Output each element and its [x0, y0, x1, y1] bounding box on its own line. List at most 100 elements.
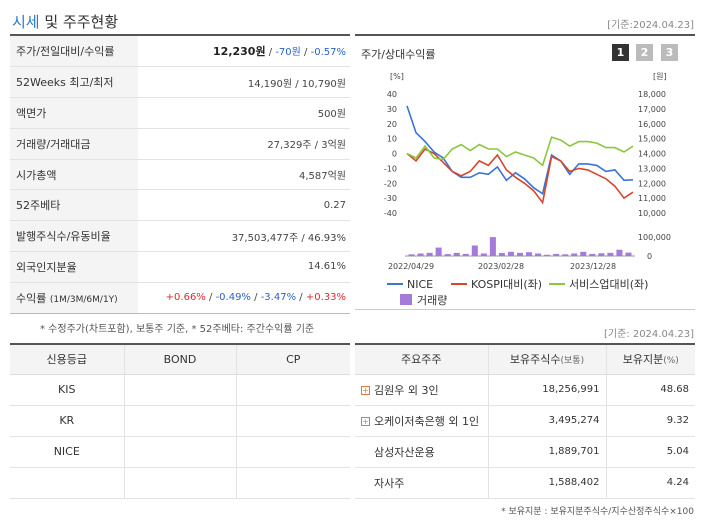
holder-pct: 9.32 — [605, 405, 695, 437]
quote-label: 52주베타 — [10, 189, 138, 222]
credit-header-rating: 신용등급 — [10, 343, 124, 375]
legend-kospi: KOSPI대비(좌) — [471, 278, 542, 291]
credit-header-cp: CP — [235, 343, 350, 375]
section-title-rest: 및 주주현황 — [39, 13, 119, 31]
quote-label: 수익률 (1M/3M/6M/1Y) — [10, 282, 138, 314]
volume-bar — [471, 245, 478, 256]
holder-pct: 5.04 — [605, 436, 695, 468]
holder-name-cell[interactable]: + 오케이저축은행 외 1인 — [355, 405, 488, 437]
quote-label: 거래량/거래대금 — [10, 128, 138, 160]
holder-name[interactable]: 오케이저축은행 외 1인 — [374, 414, 480, 428]
x-tick-label: 2022/04/29 — [388, 262, 434, 271]
table-row: 삼성자산운용 1,889,701 5.04 — [355, 436, 695, 468]
x-tick-label: 2023/12/28 — [570, 262, 616, 271]
chart-title: 주가/상대수익률 — [361, 48, 436, 61]
quote-value: 500원 — [138, 97, 350, 129]
quote-label: 발행주식수/유동비율 — [10, 220, 138, 253]
holder-name: 삼성자산운용 — [374, 445, 435, 459]
quote-label: 외국인지분율 — [10, 251, 138, 283]
quote-row: 주가/전일대비/수익률 12,230원 / -70원 / -0.57% — [10, 36, 350, 68]
x-tick-label: 2023/02/28 — [478, 262, 524, 271]
volume-bar — [589, 253, 596, 256]
chart-tab-2[interactable]: 2 — [636, 44, 653, 61]
divider — [10, 34, 350, 36]
price-chart: 40 30 20 10 0 -10 -20 -30 -40 18,000 17,000 16,000… — [384, 72, 671, 307]
quote-row: 외국인지분율 14.61% — [10, 251, 350, 283]
header-shares-text: 보유주식수 — [509, 353, 561, 367]
sep: / — [299, 292, 303, 304]
volume-bar — [453, 252, 460, 256]
y-tick-label-right: 18,000 — [638, 90, 666, 99]
holder-shares: 1,588,402 — [487, 467, 606, 499]
credit-bond — [123, 405, 236, 437]
volume-bar — [507, 251, 514, 256]
table-row: 자사주 1,588,402 4.24 — [355, 467, 695, 499]
quote-value: 27,329주 / 3억원 — [138, 128, 350, 160]
divider — [355, 34, 695, 36]
y-tick-label-left: 10 — [387, 135, 397, 144]
vol-zero-label: 0 — [647, 252, 652, 261]
volume-bar — [535, 253, 542, 256]
holder-shares: 3,495,274 — [487, 405, 606, 437]
returns-label: 수익률 — [16, 291, 47, 305]
quote-note: * 수정주가(차트포함), 보통주 기준, * 52주베타: 주간수익률 기준 — [40, 324, 315, 335]
volume-bar — [625, 252, 632, 256]
volume-bar — [408, 254, 415, 256]
credit-cp — [235, 405, 350, 437]
quote-row: 거래량/거래대금 27,329주 / 3억원 — [10, 128, 350, 160]
quote-label: 액면가 — [10, 97, 138, 129]
chart-tab-3[interactable]: 3 — [661, 44, 678, 61]
quote-row: 수익률 (1M/3M/6M/1Y) +0.66% / -0.49% / -3.4… — [10, 282, 350, 314]
quote-label: 주가/전일대비/수익률 — [10, 36, 138, 68]
y-tick-label-left: 40 — [387, 90, 397, 99]
y-tick-label-right: 16,000 — [638, 120, 666, 129]
quote-row: 52Weeks 최고/최저 14,190원 / 10,790원 — [10, 66, 350, 99]
credit-bond — [123, 467, 236, 499]
quote-label: 시가총액 — [10, 159, 138, 191]
expand-icon[interactable]: + — [361, 386, 370, 395]
sep: / — [265, 47, 276, 59]
left-unit-label: [%] — [390, 72, 404, 81]
price-value: 12,230원 — [213, 45, 266, 59]
credit-rating-table: 신용등급 BOND CP KIS KR NICE — [10, 343, 350, 499]
holder-name-cell[interactable]: + 김원우 외 3인 — [355, 374, 488, 406]
volume-bar — [553, 253, 560, 256]
change-value: -70원 — [275, 47, 301, 59]
y-tick-label-right: 13,000 — [638, 164, 666, 173]
volume-bar — [498, 253, 505, 256]
y-tick-label-right: 14,000 — [638, 150, 666, 159]
table-row: + 오케이저축은행 외 1인 3,495,274 9.32 — [355, 405, 695, 437]
volume-bar — [516, 252, 524, 256]
holders-header-row: 주요주주 보유주식수(보통) 보유지분(%) — [355, 343, 695, 375]
credit-bond — [123, 436, 236, 468]
volume-bar — [580, 251, 587, 256]
credit-agency — [10, 467, 124, 499]
volume-bar — [571, 253, 578, 256]
return-6m: -3.47% — [260, 292, 297, 304]
table-row — [10, 467, 350, 499]
basis-date: [기준:2024.04.23] — [607, 20, 694, 31]
chart-tab-1[interactable]: 1 — [612, 44, 629, 61]
holder-name[interactable]: 김원우 외 3인 — [374, 383, 439, 397]
quote-value: 12,230원 / -70원 / -0.57% — [138, 36, 350, 68]
credit-cp — [235, 436, 350, 468]
expand-icon[interactable]: + — [361, 417, 370, 426]
volume-bar — [480, 253, 487, 256]
holder-shares: 18,256,991 — [487, 374, 606, 406]
volume-bar — [444, 254, 451, 256]
holders-note: * 보유지분 : 보유지분주식수/지수산정주식수×100 — [501, 507, 694, 517]
credit-header-bond: BOND — [123, 343, 236, 375]
y-tick-label-right: 17,000 — [638, 105, 666, 114]
table-row: NICE — [10, 436, 350, 468]
quote-row: 액면가 500원 — [10, 97, 350, 129]
quote-value: 0.27 — [138, 189, 350, 222]
quote-value: 14,190원 / 10,790원 — [138, 66, 350, 99]
quote-label: 52Weeks 최고/최저 — [10, 66, 138, 99]
chart-panel — [355, 36, 695, 310]
returns-values: +0.66% / -0.49% / -3.47% / +0.33% — [138, 282, 350, 314]
series-line — [406, 136, 634, 167]
volume-bar — [426, 252, 433, 256]
chart-basis-date: [기준: 2024.04.23] — [603, 329, 694, 340]
holder-shares: 1,889,701 — [487, 436, 606, 468]
credit-header-row: 신용등급 BOND CP — [10, 343, 350, 375]
